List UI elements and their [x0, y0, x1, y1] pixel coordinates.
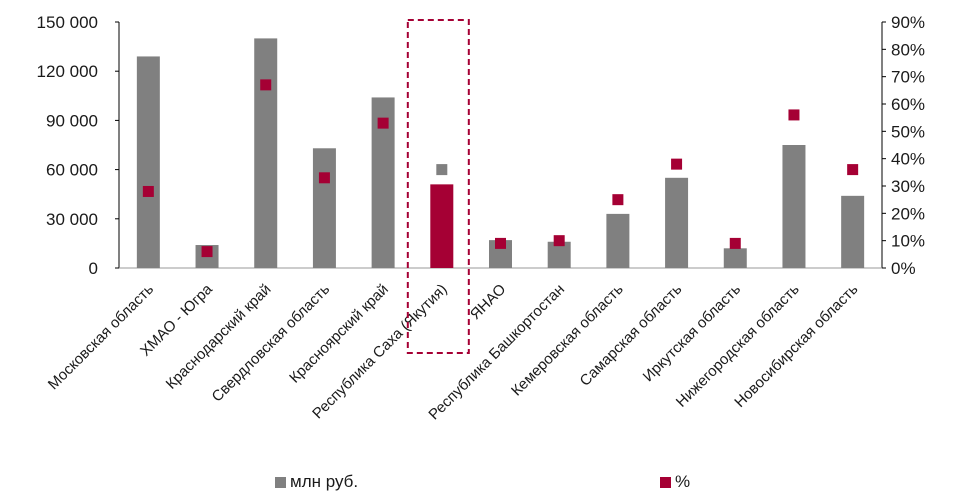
point-marker	[201, 246, 213, 258]
legend-swatch-markers	[660, 476, 671, 488]
right-tick-label: 40%	[891, 150, 925, 169]
bar	[430, 184, 454, 268]
point-marker	[377, 117, 389, 129]
left-tick-label: 60 000	[46, 161, 98, 180]
bar	[136, 56, 160, 268]
left-tick-label: 150 000	[37, 13, 98, 32]
right-tick-label: 70%	[891, 68, 925, 87]
right-tick-label: 20%	[891, 204, 925, 223]
left-tick-label: 30 000	[46, 210, 98, 229]
point-marker	[436, 164, 448, 176]
bar	[547, 241, 571, 268]
category-label: Свердловская область	[209, 281, 334, 406]
point-marker	[788, 109, 800, 121]
point-marker	[260, 79, 272, 91]
bar	[841, 195, 865, 268]
point-marker	[729, 237, 741, 249]
left-tick-label: 120 000	[37, 62, 98, 81]
legend-label-markers: %	[675, 472, 691, 491]
category-label: Московская область	[45, 281, 158, 394]
right-tick-label: 30%	[891, 177, 925, 196]
category-label: Красноярский край	[286, 281, 392, 387]
category-label: Краснодарский край	[163, 281, 275, 393]
category-label: Иркутская область	[640, 281, 745, 386]
point-marker	[495, 237, 506, 249]
category-label: ЯНАО	[467, 281, 509, 323]
right-tick-label: 90%	[891, 13, 925, 32]
category-label: Самарская область	[577, 281, 686, 390]
bar	[606, 213, 630, 268]
bar	[489, 240, 512, 268]
bar	[312, 148, 336, 268]
point-marker	[318, 172, 330, 184]
right-tick-label: 60%	[891, 95, 925, 114]
bar	[782, 145, 806, 268]
bar	[371, 97, 395, 268]
highlight-box	[406, 19, 470, 354]
point-marker	[142, 185, 154, 197]
point-marker	[847, 164, 859, 176]
bar	[723, 248, 747, 268]
left-tick-label: 90 000	[46, 111, 98, 130]
point-marker	[553, 235, 565, 247]
point-marker	[612, 194, 624, 206]
legend-item-bars: млн руб.	[275, 472, 358, 492]
right-tick-label: 0%	[891, 259, 916, 278]
category-label: Кемеровская область	[508, 281, 627, 400]
point-marker	[671, 158, 683, 170]
category-label: Новосибирская область	[731, 281, 861, 411]
legend-swatch-bars	[275, 476, 286, 488]
bar	[254, 38, 278, 269]
legend: млн руб. %	[0, 470, 961, 494]
left-tick-label: 0	[89, 259, 98, 278]
bar	[665, 177, 689, 268]
legend-label-bars: млн руб.	[290, 472, 359, 491]
right-tick-label: 50%	[891, 122, 925, 141]
right-tick-label: 80%	[891, 40, 925, 59]
legend-item-markers: %	[660, 472, 690, 492]
right-tick-label: 10%	[891, 232, 925, 251]
